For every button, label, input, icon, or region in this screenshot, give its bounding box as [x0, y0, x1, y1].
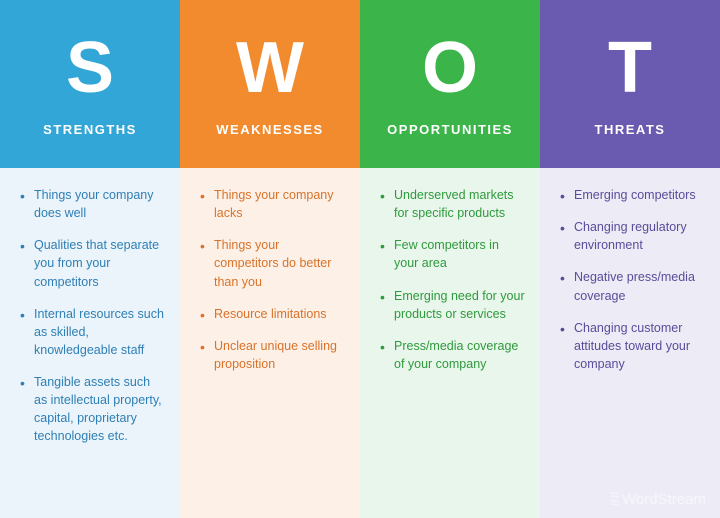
list-item: Few competitors in your area: [380, 236, 526, 272]
column-opportunities: O OPPORTUNITIES Underserved markets for …: [360, 0, 540, 518]
header-weaknesses: W WEAKNESSES: [180, 0, 360, 168]
list-item: Tangible assets such as intellectual pro…: [20, 373, 166, 446]
list-item: Things your competitors do better than y…: [200, 236, 346, 290]
list-item: Emerging competitors: [560, 186, 706, 204]
swot-infographic: S STRENGTHS Things your company does wel…: [0, 0, 720, 518]
body-threats: Emerging competitors Changing regulatory…: [540, 168, 720, 518]
letter-o: O: [422, 32, 478, 104]
label-weaknesses: WEAKNESSES: [216, 122, 323, 137]
list-item: Things your company lacks: [200, 186, 346, 222]
list-item: Underserved markets for specific product…: [380, 186, 526, 222]
list-item: Changing customer attitudes toward your …: [560, 319, 706, 373]
list-item: Press/media coverage of your company: [380, 337, 526, 373]
body-opportunities: Underserved markets for specific product…: [360, 168, 540, 518]
wave-icon: ≈≈: [610, 492, 616, 508]
attribution: ≈≈ WordStream: [610, 491, 706, 508]
header-threats: T THREATS: [540, 0, 720, 168]
label-opportunities: OPPORTUNITIES: [387, 122, 513, 137]
label-threats: THREATS: [595, 122, 666, 137]
header-opportunities: O OPPORTUNITIES: [360, 0, 540, 168]
letter-s: S: [66, 32, 114, 104]
letter-w: W: [236, 32, 304, 104]
body-weaknesses: Things your company lacks Things your co…: [180, 168, 360, 518]
header-strengths: S STRENGTHS: [0, 0, 180, 168]
label-strengths: STRENGTHS: [43, 122, 137, 137]
column-weaknesses: W WEAKNESSES Things your company lacks T…: [180, 0, 360, 518]
list-item: Internal resources such as skilled, know…: [20, 305, 166, 359]
column-strengths: S STRENGTHS Things your company does wel…: [0, 0, 180, 518]
attribution-text: WordStream: [622, 491, 706, 508]
column-threats: T THREATS Emerging competitors Changing …: [540, 0, 720, 518]
list-item: Qualities that separate you from your co…: [20, 236, 166, 290]
body-strengths: Things your company does well Qualities …: [0, 168, 180, 518]
list-item: Unclear unique selling proposition: [200, 337, 346, 373]
list-item: Negative press/media coverage: [560, 268, 706, 304]
list-item: Things your company does well: [20, 186, 166, 222]
list-item: Emerging need for your products or servi…: [380, 287, 526, 323]
list-item: Resource limitations: [200, 305, 346, 323]
list-item: Changing regulatory environment: [560, 218, 706, 254]
letter-t: T: [608, 32, 652, 104]
